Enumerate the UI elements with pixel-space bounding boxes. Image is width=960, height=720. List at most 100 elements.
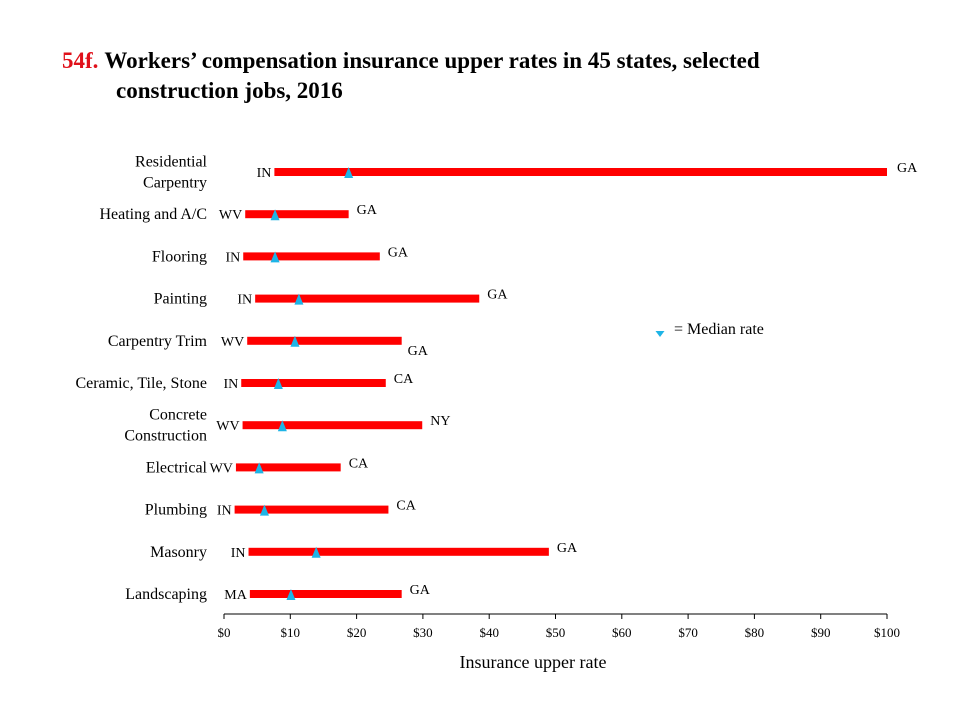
- category-label-line: Electrical: [146, 459, 208, 476]
- low-state-label: IN: [231, 546, 246, 561]
- median-marker: [290, 335, 300, 347]
- category-row: Masonry IN GA: [150, 541, 578, 561]
- category-label: Residential Carpentry: [135, 154, 208, 192]
- median-marker: [270, 251, 280, 263]
- category-label: Carpentry Trim: [108, 333, 208, 350]
- category-row: Plumbing IN CA: [145, 499, 417, 519]
- x-axis-label: Insurance upper rate: [460, 652, 607, 672]
- x-tick-label: $50: [546, 625, 566, 640]
- category-label: Flooring: [152, 248, 207, 265]
- category-row: Landscaping MA GA: [125, 583, 431, 603]
- low-state-label: IN: [223, 377, 238, 392]
- category-label: Ceramic, Tile, Stone: [75, 375, 207, 392]
- range-bar: [248, 547, 549, 556]
- category-label-line: Concrete: [149, 407, 207, 424]
- category-label-line: Construction: [124, 428, 207, 445]
- high-state-label: CA: [349, 456, 369, 471]
- category-label-line: Heating and A/C: [99, 206, 207, 223]
- legend: = Median rate: [655, 321, 764, 338]
- category-row: Concrete Construction WV NY: [124, 407, 450, 445]
- category-label-line: Landscaping: [125, 586, 207, 603]
- median-marker: [254, 462, 264, 474]
- high-state-label: GA: [388, 245, 409, 260]
- x-tick-label: $90: [811, 625, 831, 640]
- category-label-line: Plumbing: [145, 502, 207, 519]
- high-state-label: CA: [396, 499, 416, 514]
- high-state-label: GA: [408, 344, 429, 359]
- category-label: Landscaping: [125, 586, 207, 603]
- median-marker: [311, 546, 321, 558]
- x-tick-label: $30: [413, 625, 433, 640]
- x-tick-label: $10: [281, 625, 301, 640]
- range-bar: [243, 252, 380, 261]
- median-marker: [277, 420, 287, 432]
- median-marker: [273, 378, 283, 389]
- x-tick-label: $80: [745, 625, 765, 640]
- low-state-label: MA: [224, 588, 247, 603]
- high-state-label: GA: [487, 288, 508, 303]
- category-label-line: Residential: [135, 154, 208, 171]
- category-label: Masonry: [150, 544, 207, 561]
- range-bar: [242, 421, 423, 430]
- median-marker: [259, 504, 269, 516]
- high-state-label: GA: [357, 203, 378, 218]
- range-bar: [247, 336, 402, 345]
- bars-layer: Residential Carpentry IN GA Heating and A/C W…: [75, 154, 918, 604]
- low-state-label: IN: [257, 166, 272, 181]
- chart-number: 54f.: [62, 48, 99, 73]
- range-bar: [234, 505, 389, 514]
- category-label-line: Flooring: [152, 248, 207, 265]
- range-bar: [249, 590, 402, 598]
- median-marker: [344, 167, 354, 178]
- range-bar: [255, 294, 480, 303]
- x-tick-label: $100: [874, 625, 900, 640]
- range-bar: [235, 463, 341, 472]
- low-state-label: WV: [221, 335, 244, 350]
- x-tick-label: $0: [218, 625, 231, 640]
- x-tick-label: $70: [678, 625, 698, 640]
- category-label: Heating and A/C: [99, 206, 207, 223]
- low-state-label: IN: [217, 504, 232, 519]
- low-state-label: IN: [225, 250, 240, 265]
- category-label: Electrical: [146, 459, 208, 476]
- range-bar: [274, 168, 887, 176]
- x-tick-label: $20: [347, 625, 367, 640]
- category-label-line: Painting: [154, 291, 207, 308]
- category-row: Painting IN GA: [154, 288, 509, 308]
- high-state-label: GA: [897, 161, 918, 176]
- x-axis: $0 $10 $20 $30 $40 $50 $60 $70 $80 $90 $100 Insuran…: [218, 613, 900, 672]
- chart-title-line2: construction jobs, 2016: [116, 78, 343, 103]
- high-state-label: GA: [410, 583, 431, 598]
- category-row: Heating and A/C WV GA: [99, 203, 377, 223]
- category-label-line: Masonry: [150, 544, 207, 561]
- category-label: Painting: [154, 291, 207, 308]
- high-state-label: GA: [557, 541, 578, 556]
- category-label-line: Carpentry: [143, 175, 207, 192]
- category-row: Residential Carpentry IN GA: [135, 154, 918, 192]
- category-row: Carpentry Trim WV GA: [108, 333, 429, 359]
- chart-title: 54f. Workers’ compensation insurance uppe…: [62, 46, 922, 106]
- legend-label: = Median rate: [674, 321, 764, 338]
- x-tick-label: $40: [479, 625, 499, 640]
- x-tick-label: $60: [612, 625, 632, 640]
- category-label: Plumbing: [145, 502, 207, 519]
- low-state-label: IN: [237, 293, 252, 308]
- low-state-label: WV: [210, 461, 233, 476]
- category-row: Electrical WV CA: [146, 456, 369, 476]
- median-marker: [286, 589, 296, 600]
- range-bar: [245, 210, 349, 219]
- low-state-label: WV: [216, 419, 239, 434]
- range-bar: [241, 379, 386, 387]
- low-state-label: WV: [219, 208, 242, 223]
- legend-median-marker: [655, 331, 665, 337]
- category-row: Flooring IN GA: [152, 245, 409, 265]
- median-marker: [294, 293, 304, 305]
- high-state-label: CA: [394, 372, 414, 387]
- high-state-label: NY: [430, 414, 450, 429]
- chart-title-line1: Workers’ compensation insurance upper ra…: [104, 48, 760, 73]
- median-marker: [270, 209, 280, 221]
- category-label-line: Carpentry Trim: [108, 333, 208, 350]
- category-row: Ceramic, Tile, Stone IN CA: [75, 372, 414, 392]
- category-label-line: Ceramic, Tile, Stone: [75, 375, 207, 392]
